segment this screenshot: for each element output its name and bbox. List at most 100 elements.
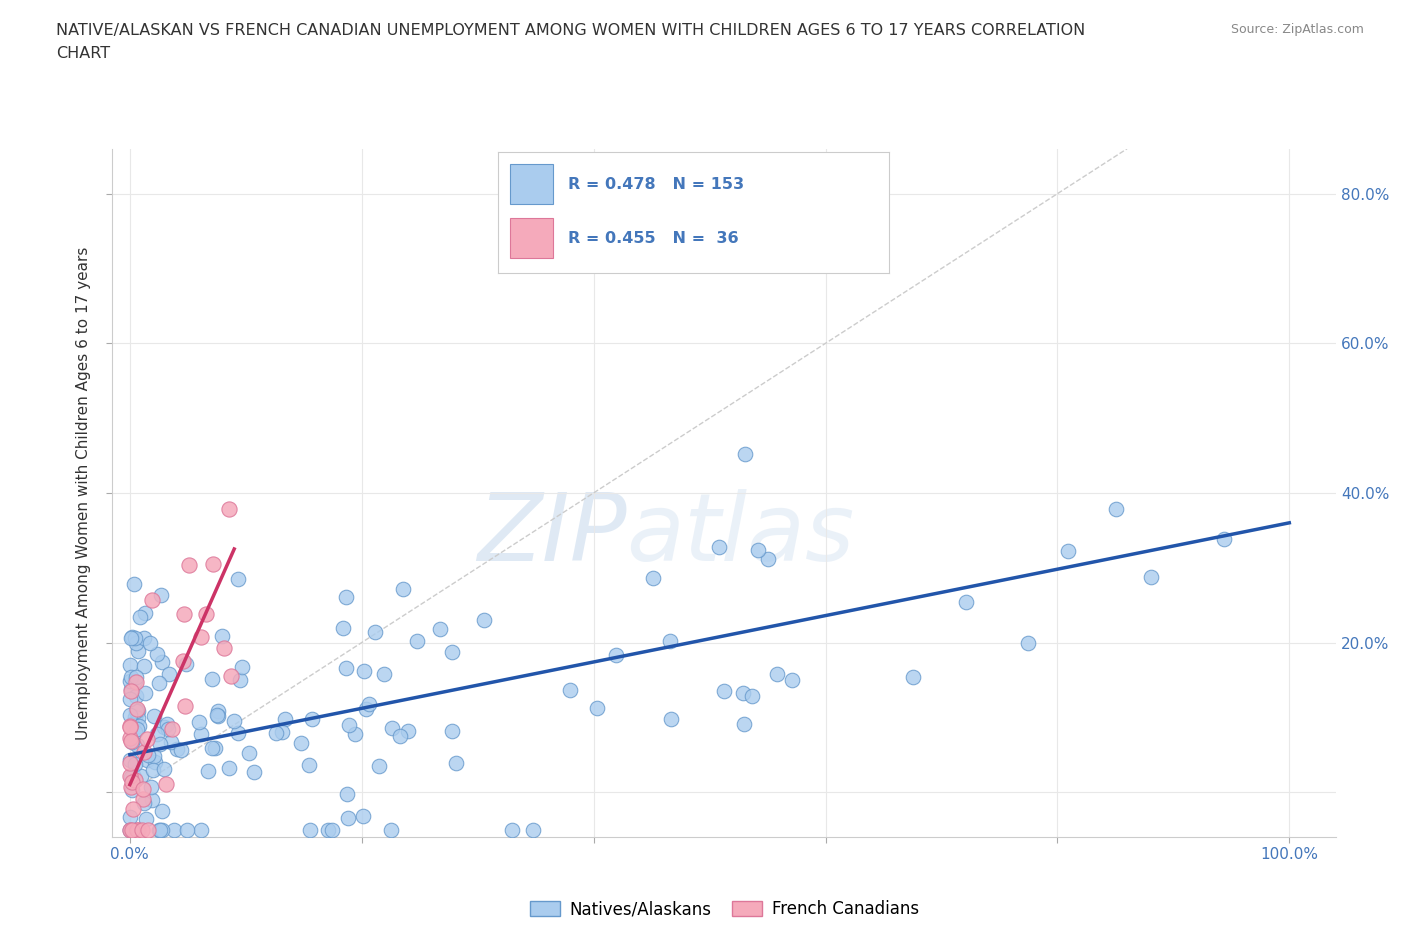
Point — [190, 822, 212, 837]
Point — [734, 446, 756, 461]
Point — [353, 664, 375, 679]
Point — [118, 719, 141, 734]
Point — [190, 726, 212, 741]
Point — [120, 631, 142, 645]
Point — [120, 719, 142, 734]
Point — [238, 745, 260, 760]
Point — [131, 822, 153, 837]
Point — [125, 701, 148, 716]
Point — [160, 735, 183, 750]
Point — [120, 822, 142, 837]
Point — [659, 633, 682, 648]
Point — [127, 822, 149, 837]
Text: CHART: CHART — [56, 46, 110, 61]
Point — [174, 698, 197, 713]
Point — [127, 704, 149, 719]
Text: atlas: atlas — [626, 488, 855, 579]
Point — [398, 724, 420, 738]
Point — [201, 740, 224, 755]
Point — [153, 762, 176, 777]
Point — [120, 770, 142, 785]
Point — [1213, 532, 1236, 547]
Point — [121, 822, 143, 837]
Point — [124, 772, 146, 787]
Point — [380, 822, 402, 837]
Point — [211, 629, 233, 644]
Point — [135, 812, 157, 827]
Point — [134, 605, 156, 620]
Point — [558, 683, 581, 698]
Point — [146, 727, 169, 742]
Point — [127, 644, 149, 658]
Point — [124, 631, 146, 645]
Point — [585, 700, 607, 715]
Point — [120, 768, 142, 783]
Point — [266, 725, 288, 740]
Point — [152, 720, 174, 735]
Point — [132, 791, 155, 806]
Point — [125, 670, 148, 684]
Point — [173, 606, 195, 621]
Text: ZIP: ZIP — [477, 488, 626, 579]
Point — [157, 722, 180, 737]
Point — [1140, 569, 1163, 584]
Point — [143, 754, 166, 769]
Point — [125, 688, 148, 703]
Point — [1105, 501, 1128, 516]
Point — [128, 718, 150, 733]
Point — [212, 641, 235, 656]
Point — [157, 667, 180, 682]
Point — [142, 749, 165, 764]
Point — [120, 670, 142, 684]
Point — [782, 672, 804, 687]
Point — [142, 709, 165, 724]
Point — [132, 745, 155, 760]
Point — [229, 673, 252, 688]
Point — [316, 822, 339, 837]
Point — [207, 704, 229, 719]
Point — [124, 674, 146, 689]
Point — [149, 822, 172, 837]
Point — [127, 711, 149, 725]
Point — [501, 822, 523, 837]
Point — [176, 657, 198, 671]
Point — [472, 613, 495, 628]
Point — [177, 558, 200, 573]
Point — [121, 782, 143, 797]
Point — [150, 804, 173, 818]
Point — [243, 764, 266, 779]
Point — [120, 779, 142, 794]
Point — [120, 734, 142, 749]
Point — [122, 577, 145, 591]
Point — [201, 556, 224, 571]
Point — [138, 822, 160, 837]
Point — [336, 811, 359, 826]
Point — [901, 670, 924, 684]
Y-axis label: Unemployment Among Women with Children Ages 6 to 17 years: Unemployment Among Women with Children A… — [76, 246, 91, 739]
Point — [522, 822, 544, 837]
Point — [166, 741, 188, 756]
Point — [226, 572, 249, 587]
Point — [135, 731, 157, 746]
Point — [141, 592, 163, 607]
Point — [200, 671, 222, 686]
Point — [149, 588, 172, 603]
Point — [156, 716, 179, 731]
Point — [659, 711, 682, 726]
Point — [756, 551, 779, 566]
Point — [163, 822, 186, 837]
Point — [747, 542, 769, 557]
Point — [121, 735, 143, 750]
Point — [127, 822, 149, 837]
Point — [127, 822, 149, 837]
Point — [150, 655, 173, 670]
Point — [120, 692, 142, 707]
Point — [335, 590, 357, 604]
Point — [207, 709, 229, 724]
Point — [301, 711, 323, 726]
Point — [766, 667, 789, 682]
Point — [641, 570, 664, 585]
Point — [160, 722, 183, 737]
Point — [219, 669, 242, 684]
Point — [120, 684, 142, 698]
